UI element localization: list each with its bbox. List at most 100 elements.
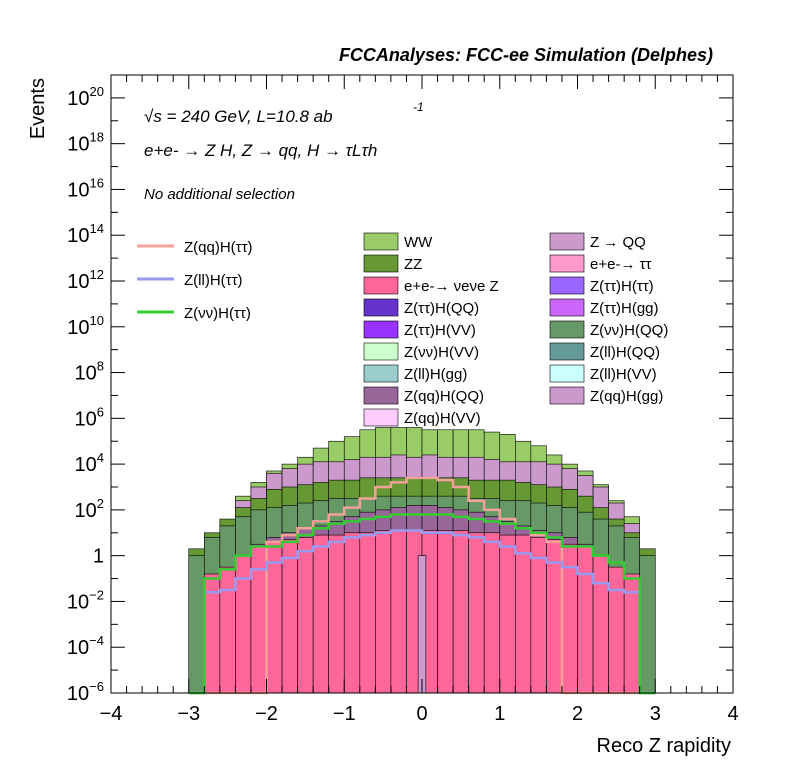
x-tick-label: 0 <box>416 703 427 725</box>
y-tick-label: 1010 <box>67 313 104 339</box>
energy-text: √s = 240 GeV, L=10.8 ab <box>144 107 333 126</box>
stack-bar <box>499 534 516 694</box>
legend-box-label: e+e-→ νeνe Z <box>404 278 499 295</box>
stack-bar <box>514 534 532 694</box>
y-tick-label: 1020 <box>67 84 104 110</box>
legend-box-label: e+e-→ ττ <box>590 256 652 273</box>
legend-box-swatch <box>549 254 585 273</box>
legend-line-label: Z(ll)H(ττ) <box>184 272 243 289</box>
y-tick-label: 1016 <box>67 175 104 201</box>
legend-box-swatch <box>549 320 585 339</box>
stack-bar <box>468 532 485 694</box>
stack-bar <box>343 532 361 694</box>
legend-box-swatch <box>549 386 585 405</box>
stack-bar <box>592 555 609 694</box>
x-tick-label: 3 <box>650 703 661 725</box>
stack-bar <box>219 566 236 694</box>
legend-box-swatch <box>363 232 399 251</box>
legend-box-label: Z(ττ)H(QQ) <box>404 300 479 317</box>
legend-box-swatch <box>549 364 585 383</box>
legend-box-label: Z(qq)H(QQ) <box>404 388 484 405</box>
signal-overlays <box>188 476 656 695</box>
legend-box-swatch <box>363 408 399 427</box>
x-tick-label: 4 <box>727 703 738 725</box>
legend-box-label: WW <box>404 234 433 251</box>
legend-box-label: Z(ll)H(gg) <box>404 366 467 383</box>
legend-box-swatch <box>549 232 585 251</box>
stack-bar <box>530 537 547 694</box>
x-axis: −4 −3 −2 −1 0 1 2 3 4 <box>100 75 739 725</box>
legend-box-label: Z(ll)H(QQ) <box>590 344 660 361</box>
stack-bar <box>312 534 329 694</box>
legend-box-swatch <box>549 342 585 361</box>
stack-bar <box>417 555 427 694</box>
x-axis-label: Reco Z rapidity <box>597 735 732 757</box>
stack-bar <box>328 534 345 694</box>
legend-box-label: Z → QQ <box>590 234 646 251</box>
stack-bar <box>483 532 501 694</box>
y-tick-label: 106 <box>75 404 104 430</box>
legend-box-swatch <box>549 276 585 295</box>
process-annotation: e+e- → Z H, Z → qq, H → τLτh <box>144 141 377 160</box>
legend-box-swatch <box>363 298 399 317</box>
y-tick-label: 10−2 <box>67 587 104 613</box>
legend: Z(qq)H(ττ) Z(ll)H(ττ) Z(νν)H(ττ) WW ZZ e+e-→ … <box>137 232 668 427</box>
legend-box-label: Z(qq)H(gg) <box>590 388 663 405</box>
stack-bar <box>437 530 454 694</box>
legend-box-label: Z(qq)H(VV) <box>404 410 481 427</box>
x-tick-label: −1 <box>333 703 356 725</box>
y-tick-label: 108 <box>75 359 104 385</box>
legend-box-swatch <box>363 276 399 295</box>
legend-box-label: Z(νν)H(VV) <box>404 344 479 361</box>
y-tick-label: 1012 <box>67 267 104 293</box>
legend-box-label: Z(ll)H(VV) <box>590 366 657 383</box>
y-axis: 10−6 10−4 10−2 1 102 104 106 108 1010 1012 1014 101… <box>67 74 733 705</box>
y-tick-label: 1014 <box>67 221 104 247</box>
y-tick-label: 102 <box>75 496 104 522</box>
legend-box-swatch <box>363 364 399 383</box>
legend-box-label: Z(ττ)H(gg) <box>590 300 659 317</box>
stack-bar <box>359 532 376 694</box>
legend-line-label: Z(qq)H(ττ) <box>184 239 253 256</box>
y-axis-label: Events <box>27 78 49 139</box>
overlay-line <box>188 476 656 695</box>
stack-bar <box>281 539 298 694</box>
energy-annotation: √s = 240 GeV, L=10.8 ab -1 <box>144 100 424 126</box>
y-tick-label: 1 <box>93 546 104 568</box>
overlay-line <box>188 513 656 695</box>
stack-bar <box>452 530 469 694</box>
y-tick-label: 104 <box>75 450 104 476</box>
legend-box-label: Z(ττ)H(ττ) <box>590 278 654 295</box>
x-tick-label: 2 <box>572 703 583 725</box>
y-tick-label: 10−6 <box>67 679 104 705</box>
header-title: FCCAnalyses: FCC-ee Simulation (Delphes) <box>339 45 713 65</box>
legend-box-swatch <box>363 386 399 405</box>
stack-bar <box>390 530 407 694</box>
selection-annotation: No additional selection <box>144 186 295 203</box>
stack-bar <box>375 530 392 694</box>
y-tick-label: 10−4 <box>67 633 104 659</box>
stack-bar <box>266 541 283 694</box>
legend-box-label: Z(νν)H(QQ) <box>590 322 668 339</box>
x-tick-label: 1 <box>494 703 505 725</box>
stack-bar <box>235 555 252 694</box>
legend-line-label: Z(νν)H(ττ) <box>184 305 251 322</box>
x-tick-label: −4 <box>100 703 123 725</box>
y-tick-label: 1018 <box>67 130 104 156</box>
legend-box-swatch <box>363 342 399 361</box>
legend-box-swatch <box>363 254 399 273</box>
x-tick-label: −3 <box>177 703 200 725</box>
stack-bar <box>188 555 205 694</box>
legend-box-swatch <box>549 298 585 317</box>
stack-bar <box>639 555 656 694</box>
stack-bar <box>297 537 314 694</box>
overlay-line <box>188 529 656 695</box>
stack-bar <box>608 566 625 694</box>
x-tick-label: −2 <box>255 703 278 725</box>
legend-box-label: ZZ <box>404 256 422 273</box>
stack-bar <box>577 546 594 694</box>
energy-exponent: -1 <box>413 100 424 114</box>
legend-box-label: Z(ττ)H(VV) <box>404 322 476 339</box>
legend-box-swatch <box>363 320 399 339</box>
